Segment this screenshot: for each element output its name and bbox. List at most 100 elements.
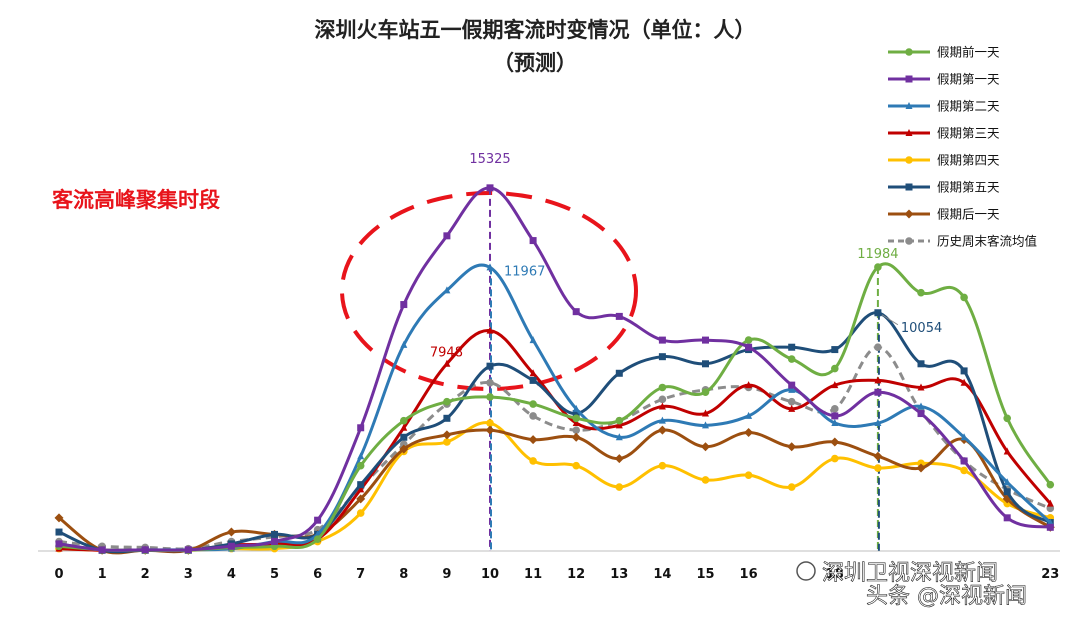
data-point [830, 437, 840, 447]
data-point [874, 263, 882, 271]
data-point [572, 308, 580, 316]
x-tick-label: 11 [524, 567, 542, 582]
data-point [486, 419, 494, 427]
legend-label: 假期后一天 [937, 207, 1000, 222]
label-leader-line [881, 314, 899, 326]
legend-marker [905, 48, 913, 56]
data-point [55, 540, 63, 548]
data-point [787, 483, 796, 491]
legend-marker [905, 237, 913, 245]
data-point [400, 423, 408, 431]
data-point [486, 393, 494, 401]
x-tick-label: 2 [141, 567, 150, 582]
data-point [1046, 499, 1054, 507]
data-point [572, 419, 580, 427]
data-point [960, 367, 968, 375]
data-point [1003, 478, 1011, 486]
data-label: 11984 [857, 247, 898, 262]
x-tick-label: 23 [1041, 567, 1059, 582]
data-point [357, 424, 365, 432]
data-point [227, 542, 235, 550]
watermark: 深圳卫视深视新闻 头条 @深视新闻 [796, 561, 1027, 609]
wechat-icon [796, 561, 816, 581]
data-point [443, 232, 451, 240]
data-point [486, 263, 494, 271]
chart-subtitle: （预测） [493, 51, 577, 75]
series-line [58, 311, 1052, 554]
data-point [443, 359, 451, 367]
legend-marker [905, 183, 913, 191]
annotation-layer: 15325 11967 7948 11984 10054 [430, 152, 942, 361]
data-label: 7948 [430, 346, 463, 361]
x-tick-label: 9 [442, 567, 451, 582]
data-point [357, 485, 365, 493]
x-tick-labels: 0 1 2 3 4 5 6 7 8 9 10 11 12 13 14 15 16 18 23 [54, 567, 1059, 582]
data-point [702, 360, 709, 368]
data-point [1003, 447, 1011, 455]
data-point [788, 343, 796, 351]
data-point [356, 461, 365, 470]
data-point [572, 461, 580, 470]
x-tick-label: 18 [826, 567, 844, 582]
data-point [874, 388, 882, 396]
data-point [529, 457, 537, 465]
data-point [529, 412, 537, 420]
data-point [443, 397, 451, 406]
data-point [486, 184, 494, 192]
data-point [615, 421, 623, 429]
legend-item: 假期第三天 [888, 126, 1000, 141]
data-point [443, 286, 451, 294]
data-point [831, 412, 839, 420]
data-point [442, 430, 452, 440]
series-line [58, 428, 1052, 555]
data-point [1046, 480, 1055, 489]
data-point [831, 419, 839, 427]
series-2 [55, 263, 1054, 553]
legend-item: 假期后一天 [888, 207, 1000, 222]
data-point [529, 369, 537, 377]
data-point [571, 432, 581, 442]
x-tick-label: 15 [696, 567, 714, 582]
legend-label: 假期第二天 [937, 99, 1000, 114]
legend-item: 假期前一天 [888, 45, 1000, 60]
data-point [1003, 414, 1011, 423]
data-point [701, 442, 710, 452]
data-point [787, 442, 797, 452]
data-point [314, 516, 322, 524]
series-1 [55, 184, 1054, 554]
legend-marker [905, 102, 913, 109]
data-point [745, 411, 753, 419]
data-point [960, 293, 968, 302]
data-point [356, 494, 366, 504]
data-point [184, 546, 192, 554]
data-point [529, 237, 537, 245]
data-point [400, 301, 408, 309]
data-point [55, 528, 63, 536]
data-point [657, 425, 667, 435]
data-point [1003, 514, 1011, 522]
data-label: 15325 [469, 152, 510, 167]
data-point [356, 509, 365, 517]
data-point [486, 326, 494, 334]
data-point [960, 466, 968, 475]
data-point [960, 457, 968, 465]
legend: 假期前一天假期第一天假期第二天假期第三天假期第四天假期第五天假期后一天历史周末客… [888, 45, 1037, 249]
legend-item: 假期第二天 [888, 99, 1000, 114]
data-point [874, 376, 882, 384]
data-point [572, 410, 580, 418]
data-point [271, 538, 278, 546]
data-point [614, 454, 624, 464]
data-point [658, 383, 667, 392]
data-point [831, 381, 839, 389]
data-point [400, 433, 408, 441]
data-point [701, 476, 710, 484]
data-point [658, 353, 666, 361]
data-point [702, 336, 709, 344]
data-point [788, 385, 796, 393]
data-point [831, 346, 839, 354]
legend-label: 假期第三天 [937, 126, 1000, 141]
data-point [357, 481, 365, 489]
series-3 [55, 326, 1054, 554]
series-5 [55, 309, 1054, 554]
